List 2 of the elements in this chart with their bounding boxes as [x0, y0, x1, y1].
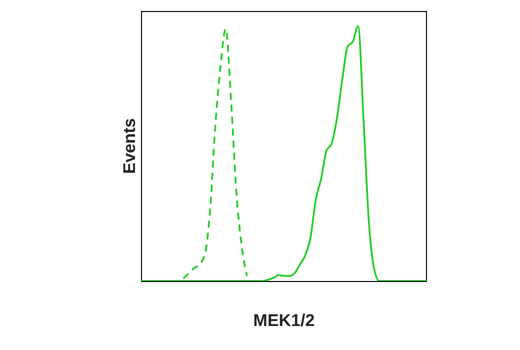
y-axis-title: Events — [120, 118, 140, 174]
x-axis-title: MEK1/2 — [253, 311, 315, 330]
